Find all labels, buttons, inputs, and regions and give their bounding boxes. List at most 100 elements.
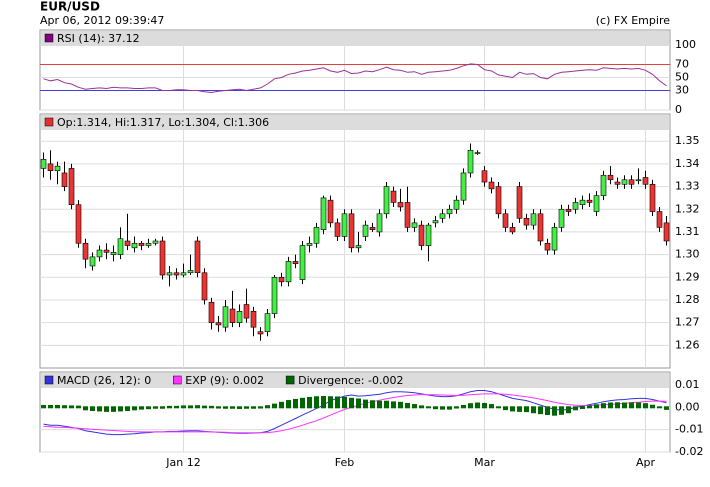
candle-body xyxy=(523,218,530,226)
divergence-bar xyxy=(160,406,165,409)
candle-body xyxy=(600,174,607,196)
divergence-bar xyxy=(139,406,144,410)
candle-body xyxy=(579,199,586,206)
y-tick-label: -0.02 xyxy=(675,445,703,458)
divergence-bar xyxy=(587,405,592,409)
x-tick-label: Feb xyxy=(335,456,354,469)
divergence-bar xyxy=(580,406,585,409)
candle-body xyxy=(313,227,320,244)
divergence-bar xyxy=(447,406,452,410)
y-tick-label: 1.26 xyxy=(675,338,700,351)
divergence-bar xyxy=(244,406,249,409)
candle-body xyxy=(138,242,145,246)
divergence-bar xyxy=(412,404,417,409)
y-tick-label: -0.01 xyxy=(675,423,703,436)
legend-label: EXP (9): 0.002 xyxy=(185,374,264,387)
y-tick-label: 100 xyxy=(675,38,696,51)
candle-body xyxy=(530,213,537,226)
candle-body xyxy=(474,152,481,154)
divergence-bar xyxy=(496,406,501,409)
candle-body xyxy=(397,202,404,208)
candle-body xyxy=(432,220,439,224)
series-line xyxy=(43,390,667,436)
candle-body xyxy=(236,311,243,323)
y-tick-label: 1.27 xyxy=(675,316,700,329)
divergence-bar xyxy=(419,405,424,409)
candle-body xyxy=(607,174,614,181)
divergence-bar xyxy=(104,406,109,412)
candle-body xyxy=(649,184,656,212)
divergence-bar xyxy=(524,406,529,413)
divergence-bar xyxy=(209,405,214,409)
credit: (c) FX Empire xyxy=(596,14,670,27)
candle-body xyxy=(166,272,173,276)
candle-body xyxy=(488,181,495,190)
divergence-bar xyxy=(608,402,613,409)
divergence-bar xyxy=(531,406,536,414)
header-swatch xyxy=(44,117,54,127)
candle-body xyxy=(257,331,264,335)
divergence-bar xyxy=(398,401,403,409)
divergence-bar xyxy=(55,404,60,409)
divergence-bar xyxy=(90,406,95,411)
panel-header xyxy=(41,373,669,388)
candle-body xyxy=(656,211,663,228)
divergence-bar xyxy=(76,405,81,409)
candle-body xyxy=(285,261,292,283)
candle-body xyxy=(131,242,138,249)
divergence-bar xyxy=(335,396,340,409)
candle-body xyxy=(173,272,180,276)
candle-body xyxy=(586,199,593,203)
y-tick-label: 1.30 xyxy=(675,248,700,261)
candle-body xyxy=(453,199,460,210)
candle-body xyxy=(425,224,432,246)
divergence-bar xyxy=(391,401,396,409)
divergence-bar xyxy=(195,405,200,409)
x-tick-label: Jan 12 xyxy=(165,456,200,469)
divergence-bar xyxy=(601,403,606,409)
divergence-bar xyxy=(251,406,256,409)
divergence-bar xyxy=(48,404,53,409)
series-line xyxy=(43,63,667,94)
candle-body xyxy=(642,177,649,185)
legend-label: MACD (26, 12): 0 xyxy=(57,374,151,387)
y-tick-label: 1.34 xyxy=(675,157,700,170)
candle-body xyxy=(159,240,166,276)
candle-body xyxy=(187,270,194,274)
divergence-bar xyxy=(202,405,207,409)
candle-body xyxy=(61,172,68,187)
divergence-bar xyxy=(69,405,74,409)
candle-body xyxy=(551,227,558,251)
divergence-bar xyxy=(167,405,172,409)
candle-body xyxy=(54,165,61,171)
panel-header xyxy=(41,115,669,130)
divergence-bar xyxy=(363,399,368,409)
divergence-bar xyxy=(405,402,410,409)
divergence-bar xyxy=(279,401,284,409)
candle-body xyxy=(390,190,397,203)
candle-body xyxy=(516,186,523,219)
divergence-bar xyxy=(510,406,515,412)
y-tick-label: 1.35 xyxy=(675,134,700,147)
header-swatch xyxy=(44,33,54,43)
candle-body xyxy=(418,224,425,246)
divergence-bar xyxy=(664,406,669,410)
candle-body xyxy=(278,276,285,283)
divergence-bar xyxy=(237,406,242,409)
candle-body xyxy=(334,222,341,237)
candle-body xyxy=(306,242,313,246)
divergence-bar xyxy=(293,398,298,409)
panel-label: Op:1.314, Hi:1.317, Lo:1.304, Cl:1.306 xyxy=(57,116,269,129)
divergence-bar xyxy=(552,406,557,416)
candle-body xyxy=(327,199,334,224)
candle-body xyxy=(110,252,117,255)
y-tick-label: 1.31 xyxy=(675,225,700,238)
divergence-bar xyxy=(174,405,179,409)
candle-body xyxy=(411,222,418,228)
candle-body xyxy=(348,213,355,249)
candle-body xyxy=(208,301,215,323)
x-tick-label: Mar xyxy=(474,456,495,469)
legend-swatch xyxy=(173,375,182,385)
candle-body xyxy=(481,170,488,183)
divergence-bar xyxy=(356,398,361,409)
